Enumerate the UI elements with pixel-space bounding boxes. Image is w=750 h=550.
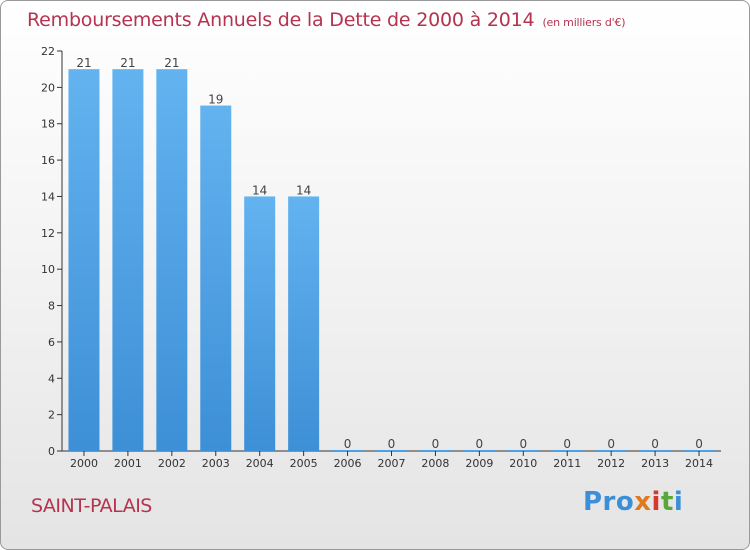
bar — [551, 450, 583, 451]
data-label: 21 — [164, 56, 179, 70]
data-label: 21 — [76, 56, 91, 70]
y-tick-label: 0 — [48, 445, 55, 458]
data-label: 0 — [476, 437, 484, 451]
logo-part-1: Pro — [583, 487, 635, 517]
city-name: SAINT-PALAIS — [31, 495, 152, 517]
x-tick-label: 2002 — [158, 457, 186, 470]
bar — [244, 196, 276, 451]
logo-part-4: t — [660, 487, 674, 517]
chart-unit: (en milliers d'€) — [542, 16, 626, 29]
logo-part-5: i — [673, 487, 684, 517]
y-tick-label: 20 — [41, 81, 55, 94]
x-tick-label: 2005 — [290, 457, 318, 470]
y-tick-label: 12 — [41, 227, 55, 240]
y-tick-label: 8 — [48, 300, 55, 313]
data-label: 0 — [651, 437, 659, 451]
bar — [595, 450, 627, 451]
x-tick-label: 2009 — [465, 457, 493, 470]
y-tick-label: 16 — [41, 154, 55, 167]
y-tick-label: 10 — [41, 263, 55, 276]
x-tick-label: 2004 — [246, 457, 274, 470]
bar — [376, 450, 407, 451]
x-tick-label: 2013 — [641, 457, 669, 470]
chart-title: Remboursements Annuels de la Dette de 20… — [27, 9, 626, 31]
logo-part-3: i — [651, 487, 661, 517]
bar — [200, 105, 232, 451]
data-label: 0 — [607, 437, 615, 451]
x-tick-label: 2014 — [685, 457, 713, 470]
data-label: 0 — [344, 437, 352, 451]
x-tick-label: 2012 — [597, 457, 625, 470]
chart-title-text: Remboursements Annuels de la Dette de 20… — [27, 9, 535, 31]
y-tick-label: 22 — [41, 45, 55, 58]
bar — [332, 450, 364, 451]
data-label: 14 — [252, 183, 267, 197]
bar — [683, 450, 715, 451]
bar — [156, 69, 188, 451]
data-label: 0 — [563, 437, 571, 451]
x-tick-label: 2007 — [378, 457, 406, 470]
x-tick-label: 2006 — [334, 457, 362, 470]
proxiti-logo: Proxiti — [583, 487, 683, 517]
bar — [419, 450, 451, 451]
bar — [639, 450, 671, 451]
bar — [507, 450, 539, 451]
y-tick-label: 6 — [48, 336, 55, 349]
x-tick-label: 2010 — [509, 457, 537, 470]
bar — [288, 196, 320, 451]
data-label: 19 — [208, 93, 223, 107]
x-tick-label: 2001 — [114, 457, 142, 470]
y-tick-label: 2 — [48, 409, 55, 422]
data-label: 0 — [432, 437, 440, 451]
x-tick-label: 2000 — [70, 457, 98, 470]
data-label: 0 — [695, 437, 703, 451]
data-label: 14 — [296, 183, 311, 197]
y-tick-label: 18 — [41, 118, 55, 131]
y-tick-label: 4 — [48, 372, 55, 385]
bar — [68, 69, 100, 451]
bar — [463, 450, 495, 451]
data-label: 0 — [388, 437, 396, 451]
data-label: 21 — [120, 56, 135, 70]
x-tick-label: 2008 — [421, 457, 449, 470]
data-label: 0 — [519, 437, 527, 451]
y-tick-label: 14 — [41, 190, 55, 203]
logo-part-2: x — [634, 487, 652, 517]
x-tick-label: 2003 — [202, 457, 230, 470]
bar — [112, 69, 144, 451]
x-tick-label: 2011 — [553, 457, 581, 470]
